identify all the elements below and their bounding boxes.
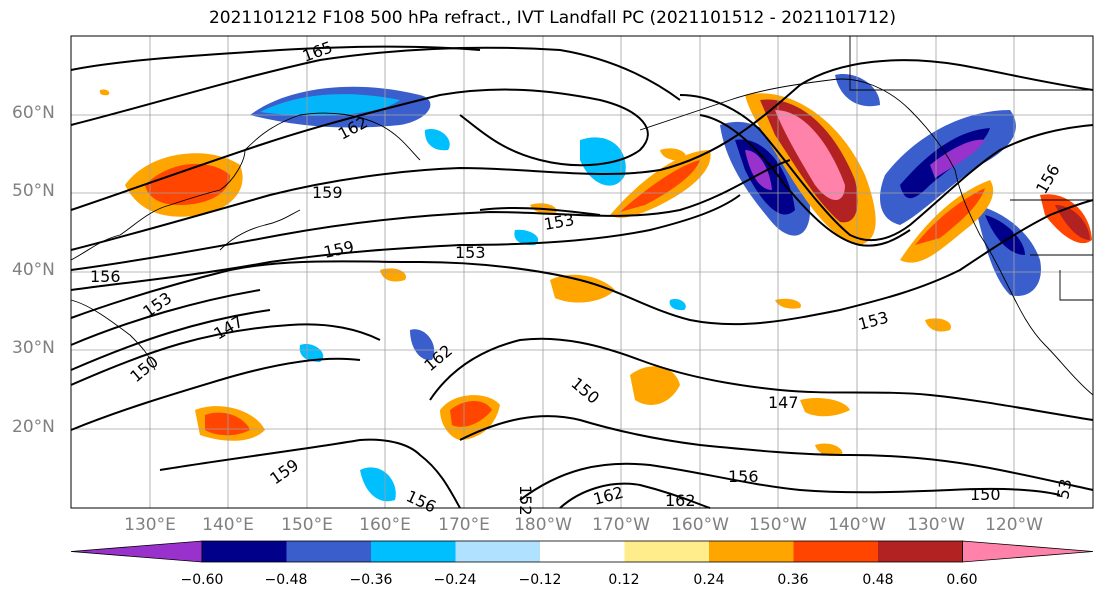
colorbar-tick-label: 0.36 — [777, 572, 809, 588]
colorbar-swatch — [286, 541, 372, 562]
colorbar — [70, 540, 1094, 563]
colorbar-swatch — [878, 541, 963, 562]
plot-title: 2021101212 F108 500 hPa refract., IVT La… — [208, 8, 896, 28]
contour-label: 156 — [728, 467, 759, 486]
colorbar-extend-high — [962, 540, 1094, 563]
colorbar-swatch — [624, 541, 710, 562]
colorbar-tick-label: −0.48 — [264, 572, 308, 588]
colorbar-extend-low — [70, 540, 203, 563]
latitude-label: 20°N — [12, 417, 55, 437]
colorbar-tick-label: 0.48 — [862, 572, 894, 588]
latitude-label: 40°N — [12, 260, 55, 280]
longitude-label: 160°W — [671, 515, 729, 535]
map-frame — [70, 35, 1094, 509]
colorbar-tick-label: −0.60 — [180, 572, 224, 588]
coastlines — [70, 36, 1094, 396]
contour-label: 150 — [970, 485, 1001, 504]
longitude-label: 150°E — [281, 515, 333, 535]
negative-anomaly-small-1 — [410, 329, 435, 361]
contour-label: 53 — [1053, 477, 1075, 500]
longitude-label: 180°W — [514, 515, 572, 535]
colorbar-tick-label: −0.24 — [433, 572, 477, 588]
map-gridlines — [71, 36, 1093, 508]
colorbar-tick-label: −0.36 — [349, 572, 393, 588]
colorbar-swatch — [455, 541, 541, 562]
height-contours — [70, 45, 1094, 509]
contour-label: 153 — [455, 243, 486, 262]
longitude-label: 170°E — [438, 515, 490, 535]
longitude-label: 130°W — [907, 515, 965, 535]
colorbar-tick-label: 0.12 — [608, 572, 640, 588]
colorbar-tick-label: −0.12 — [518, 572, 562, 588]
longitude-label: 130°E — [124, 515, 176, 535]
contour-label: 152 — [516, 485, 535, 516]
latitude-label: 30°N — [12, 338, 55, 358]
colorbar-swatch — [793, 541, 879, 562]
contour-label: 156 — [90, 267, 121, 286]
longitude-label: 140°W — [828, 515, 886, 535]
colorbar-tick-label: 0.24 — [693, 572, 725, 588]
colorbar-swatch — [709, 541, 794, 562]
contour-label: 162 — [665, 491, 696, 510]
colorbar-swatch — [202, 541, 287, 562]
colorbar-tick-label: 0.60 — [946, 572, 978, 588]
longitude-label: 170°W — [592, 515, 650, 535]
latitude-label: 50°N — [12, 181, 55, 201]
longitude-label: 150°W — [749, 515, 807, 535]
colorbar-swatch — [371, 541, 456, 562]
longitude-label: 120°W — [985, 515, 1043, 535]
latitude-label: 60°N — [12, 103, 55, 123]
colorbar-swatch — [540, 541, 625, 562]
colorbar-outline — [201, 540, 963, 563]
longitude-label: 140°E — [202, 515, 254, 535]
shaded-anomalies — [99, 74, 1092, 502]
contour-label: 147 — [768, 393, 799, 412]
contour-label: 159 — [312, 183, 343, 202]
longitude-label: 160°E — [359, 515, 411, 535]
